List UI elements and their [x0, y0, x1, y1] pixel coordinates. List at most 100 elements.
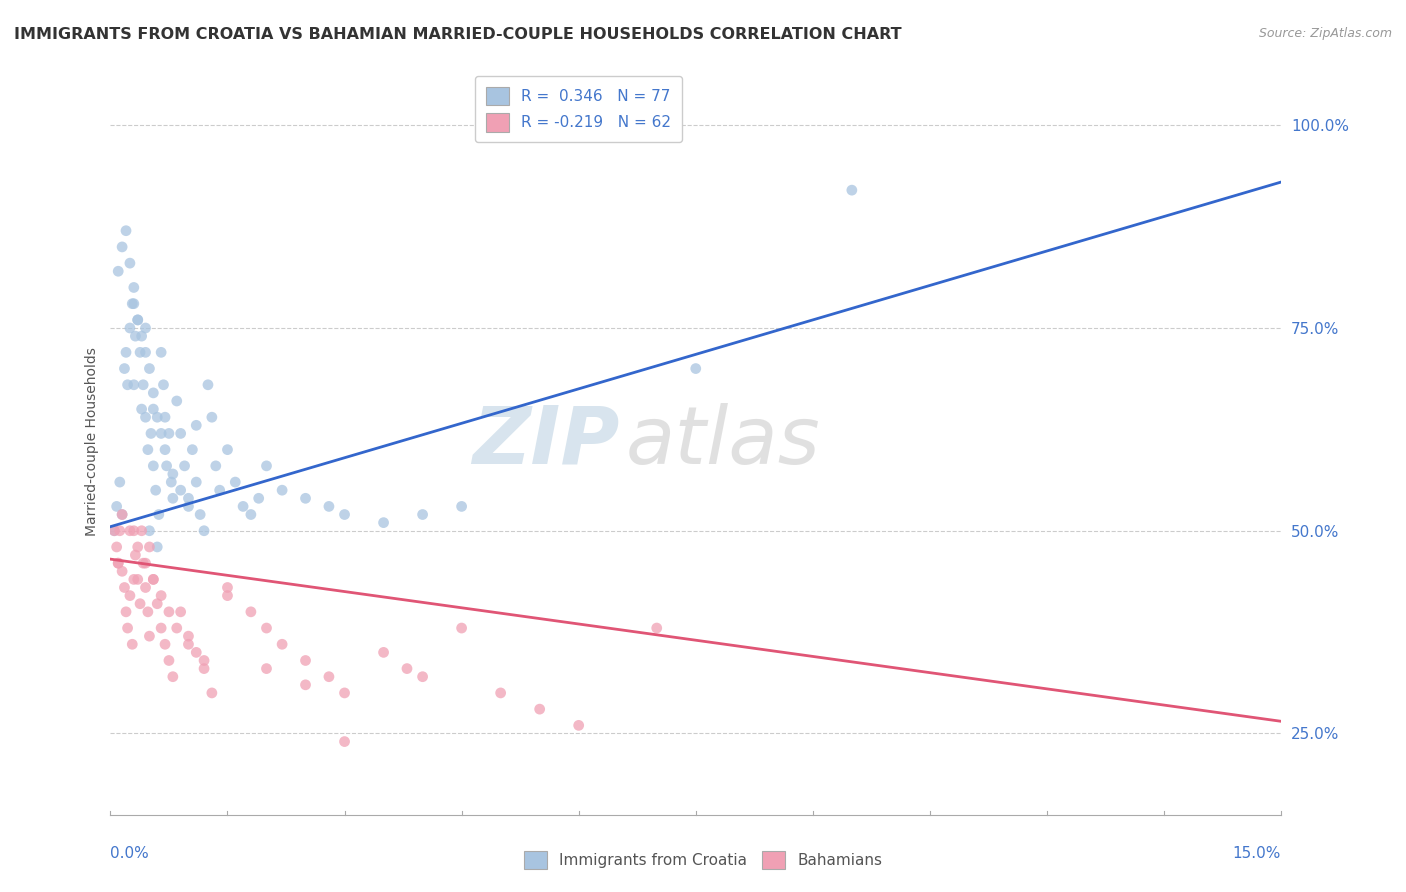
Point — [197, 377, 219, 392]
Point — [105, 500, 128, 514]
Point — [169, 605, 191, 619]
Point — [157, 653, 180, 667]
Point — [256, 621, 278, 635]
Point — [152, 377, 174, 392]
Point — [153, 442, 176, 457]
Point — [157, 426, 180, 441]
Point — [208, 483, 231, 498]
Point — [201, 410, 224, 425]
Point — [118, 256, 141, 270]
Point — [103, 524, 125, 538]
Point — [118, 589, 141, 603]
Point — [256, 662, 278, 676]
Text: 15.0%: 15.0% — [1233, 846, 1281, 861]
Point — [294, 491, 316, 506]
Point — [135, 345, 157, 359]
Point — [150, 589, 173, 603]
Point — [333, 734, 356, 748]
Point — [333, 686, 356, 700]
Point — [142, 402, 165, 417]
Point — [121, 637, 143, 651]
Point — [157, 605, 180, 619]
Point — [135, 556, 157, 570]
Point — [217, 589, 239, 603]
Point — [129, 345, 152, 359]
Point — [111, 240, 134, 254]
Point — [135, 581, 157, 595]
Point — [118, 524, 141, 538]
Text: Source: ZipAtlas.com: Source: ZipAtlas.com — [1258, 27, 1392, 40]
Point — [450, 621, 472, 635]
Point — [138, 524, 160, 538]
Point — [188, 508, 211, 522]
Point — [127, 313, 149, 327]
Point — [193, 653, 215, 667]
Text: 0.0%: 0.0% — [111, 846, 149, 861]
Point — [136, 442, 159, 457]
Point — [150, 345, 173, 359]
Point — [131, 329, 153, 343]
Point — [186, 418, 208, 433]
Point — [239, 508, 262, 522]
Point — [122, 377, 145, 392]
Point — [115, 345, 138, 359]
Point — [645, 621, 668, 635]
Point — [162, 467, 184, 481]
Point — [177, 629, 200, 643]
Point — [121, 296, 143, 310]
Point — [124, 329, 146, 343]
Text: atlas: atlas — [626, 402, 820, 481]
Point — [395, 662, 418, 676]
Point — [111, 564, 134, 578]
Legend: R =  0.346   N = 77, R = -0.219   N = 62: R = 0.346 N = 77, R = -0.219 N = 62 — [475, 76, 682, 143]
Point — [162, 670, 184, 684]
Point — [131, 402, 153, 417]
Point — [115, 605, 138, 619]
Point — [232, 500, 254, 514]
Point — [135, 321, 157, 335]
Point — [217, 442, 239, 457]
Point — [181, 442, 204, 457]
Point — [169, 426, 191, 441]
Point — [132, 556, 155, 570]
Point — [169, 483, 191, 498]
Point — [529, 702, 551, 716]
Point — [166, 621, 188, 635]
Point — [127, 573, 149, 587]
Point — [142, 573, 165, 587]
Point — [193, 524, 215, 538]
Point — [103, 524, 125, 538]
Point — [122, 573, 145, 587]
Point — [166, 394, 188, 409]
Point — [271, 483, 294, 498]
Point — [150, 621, 173, 635]
Point — [177, 637, 200, 651]
Point — [142, 458, 165, 473]
Point — [136, 605, 159, 619]
Point — [186, 475, 208, 489]
Point — [107, 556, 129, 570]
Point — [131, 524, 153, 538]
Point — [294, 653, 316, 667]
Point — [118, 321, 141, 335]
Point — [142, 385, 165, 400]
Point — [146, 540, 169, 554]
Point — [135, 410, 157, 425]
Point — [294, 678, 316, 692]
Text: IMMIGRANTS FROM CROATIA VS BAHAMIAN MARRIED-COUPLE HOUSEHOLDS CORRELATION CHART: IMMIGRANTS FROM CROATIA VS BAHAMIAN MARR… — [14, 27, 901, 42]
Point — [193, 662, 215, 676]
Point — [115, 224, 138, 238]
Point — [122, 280, 145, 294]
Point — [105, 540, 128, 554]
Point — [138, 361, 160, 376]
Point — [138, 629, 160, 643]
Point — [114, 361, 136, 376]
Point — [132, 377, 155, 392]
Point — [146, 410, 169, 425]
Point — [142, 573, 165, 587]
Point — [127, 540, 149, 554]
Point — [271, 637, 294, 651]
Y-axis label: Married-couple Households: Married-couple Households — [86, 347, 100, 536]
Point — [247, 491, 270, 506]
Point — [186, 645, 208, 659]
